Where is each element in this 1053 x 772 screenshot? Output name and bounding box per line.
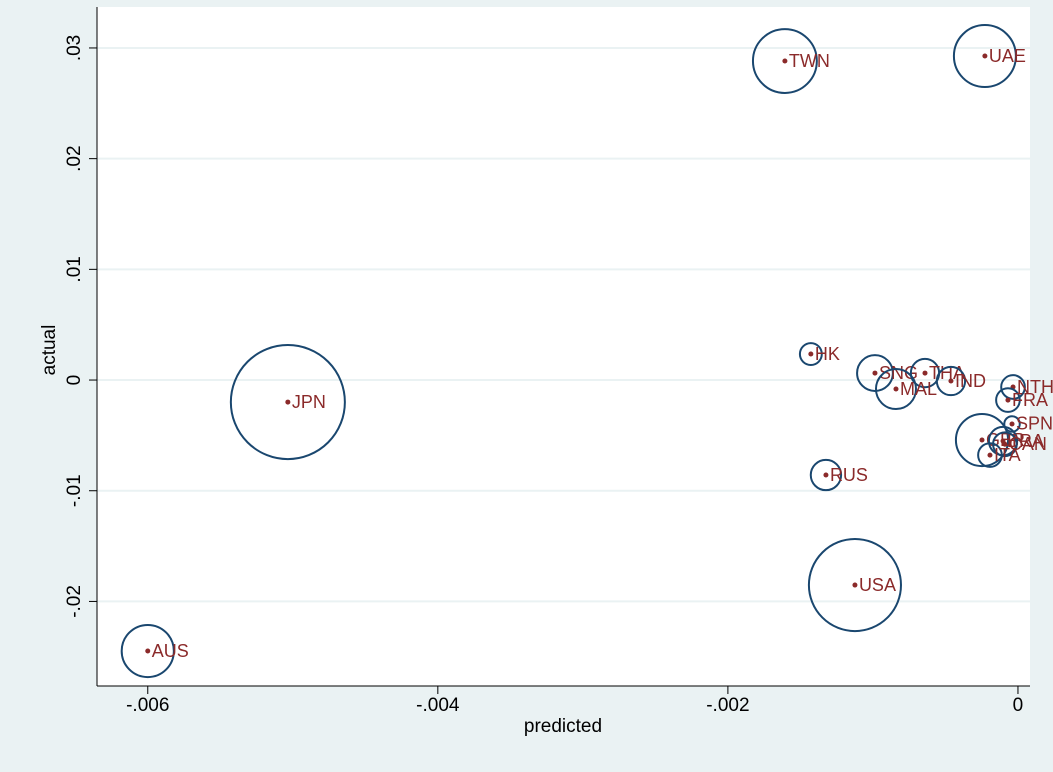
x-tick-label: -.004 [416,695,460,716]
point [145,648,151,654]
bubble [120,623,175,679]
x-tick-label: -.002 [706,695,749,716]
point-label: ITA [994,445,1021,465]
bubble [798,342,823,366]
point [987,452,993,458]
bubble [1000,374,1026,400]
bubble [935,365,967,397]
point [982,53,988,59]
point [808,351,814,357]
bubble [977,442,1003,468]
point [1009,421,1015,427]
point-label: UAE [989,46,1026,66]
y-tick-label: -.01 [64,474,85,507]
bubble [807,538,902,633]
y-tick-label: .02 [64,145,85,171]
bubble [229,344,346,461]
point-label: SNG [879,363,918,383]
point [782,58,788,64]
point [948,378,954,384]
point [872,370,878,376]
bubble [995,387,1021,413]
point [852,582,858,588]
x-tick-label: 0 [1013,695,1024,716]
point-label: FRA [1012,390,1048,410]
point-label: RUS [830,465,868,485]
point-label: JPN [292,392,326,412]
point-label: NTH [1017,377,1053,397]
point [893,386,899,392]
bubble [1003,415,1021,433]
x-tick-label: -.006 [126,695,169,716]
y-tick-label: -.02 [64,585,85,618]
y-tick-label: .01 [64,256,85,282]
point [1005,397,1011,403]
point-label: TWN [789,51,830,71]
bubble [856,354,894,392]
bubble [809,458,843,492]
point [285,399,291,405]
x-axis-title: predicted [524,716,602,737]
point-label: CAN [1009,434,1047,454]
y-tick-label: 0 [64,375,85,386]
point-label: IND [955,371,986,391]
point [1002,441,1008,447]
y-axis-title: actual [39,325,60,376]
point-label: SPN [1016,414,1053,434]
bubble [751,28,818,94]
point-label: USA [859,575,896,595]
plot-area [97,7,1030,686]
bubble [954,412,1010,468]
point [979,437,985,443]
point [922,370,928,376]
point-label: HK [815,344,840,364]
y-tick-label: .03 [64,35,85,61]
bubble [952,24,1017,89]
point [823,472,829,478]
bubble [874,368,917,411]
point-label: AUS [152,641,189,661]
point-label: MAL [900,379,937,399]
